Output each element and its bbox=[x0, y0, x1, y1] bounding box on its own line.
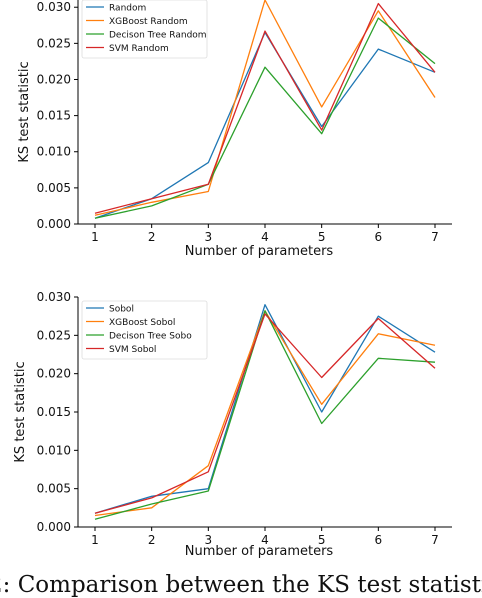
y-tick-label: 0.030 bbox=[37, 0, 71, 14]
x-axis-label: Number of parameters bbox=[185, 244, 334, 259]
legend-label: XGBoost Sobol bbox=[109, 318, 175, 328]
series-line-3 bbox=[94, 17, 436, 219]
x-tick-label: 7 bbox=[431, 230, 439, 244]
y-tick-label: 0.010 bbox=[37, 145, 71, 159]
figure-caption: 2: Comparison between the KS test statis… bbox=[0, 572, 482, 598]
x-tick-label: 1 bbox=[91, 230, 99, 244]
y-tick-label: 0.000 bbox=[37, 520, 71, 534]
x-tick-label: 6 bbox=[375, 230, 383, 244]
legend-label: XGBoost Random bbox=[109, 17, 188, 27]
x-tick-label: 5 bbox=[318, 533, 326, 547]
chart-2: 0.000 0.005 0.010 0.015 0.020 0.025 0.030 1 2 3 4 5… bbox=[13, 290, 452, 559]
series-line-1 bbox=[94, 31, 436, 219]
x-tick-label: 3 bbox=[205, 230, 213, 244]
x-tick-label: 6 bbox=[375, 533, 383, 547]
legend-label: Random bbox=[109, 4, 146, 14]
legend-label: SVM Sobol bbox=[109, 345, 156, 355]
x-tick-label: 2 bbox=[148, 533, 156, 547]
series-line-2 bbox=[94, 0, 436, 216]
x-tick-label: 4 bbox=[261, 533, 269, 547]
y-tick-label: 0.025 bbox=[37, 328, 71, 342]
legend-box bbox=[81, 0, 208, 59]
series-line-4 bbox=[94, 2, 436, 214]
y-tick-label: 0.020 bbox=[37, 367, 71, 381]
legend: Sobol XGBoost Sobol Decison Tree Sobo SVM S… bbox=[81, 300, 208, 360]
x-tick-label: 2 bbox=[148, 230, 156, 244]
y-tick-label: 0.005 bbox=[37, 181, 71, 195]
x-tick-label: 3 bbox=[205, 533, 213, 547]
x-tick-label: 5 bbox=[318, 230, 326, 244]
series-line-1 bbox=[94, 304, 436, 514]
y-tick-label: 0.015 bbox=[37, 109, 71, 123]
y-tick-label: 0.005 bbox=[37, 482, 71, 496]
legend-label: Sobol bbox=[109, 305, 134, 315]
x-tick-label: 4 bbox=[261, 230, 269, 244]
y-tick-label: 0.020 bbox=[37, 72, 71, 86]
y-axis-label: KS test statistic bbox=[17, 61, 32, 162]
y-tick-label: 0.010 bbox=[37, 443, 71, 457]
legend-label: SVM Random bbox=[109, 44, 169, 54]
y-axis-label: KS test statistic bbox=[13, 361, 28, 462]
y-tick-label: 0.025 bbox=[37, 36, 71, 50]
legend-label: Decison Tree Sobo bbox=[109, 332, 192, 342]
y-tick-label: 0.030 bbox=[37, 290, 71, 304]
legend: Random XGBoost Random Decison Tree Random S… bbox=[81, 0, 208, 59]
chart-1: 0.000 0.005 0.010 0.015 0.020 0.025 0.030 1 2 3 4 5… bbox=[17, 0, 452, 259]
series-line-3 bbox=[94, 310, 436, 520]
series-line-4 bbox=[94, 313, 436, 514]
y-tick-label: 0.015 bbox=[37, 405, 71, 419]
y-tick-label: 0.000 bbox=[37, 217, 71, 231]
legend-label: Decison Tree Random bbox=[109, 31, 207, 41]
x-tick-label: 7 bbox=[431, 533, 439, 547]
legend-box bbox=[81, 300, 208, 360]
x-axis-label: Number of parameters bbox=[185, 544, 334, 559]
x-tick-label: 1 bbox=[91, 533, 99, 547]
